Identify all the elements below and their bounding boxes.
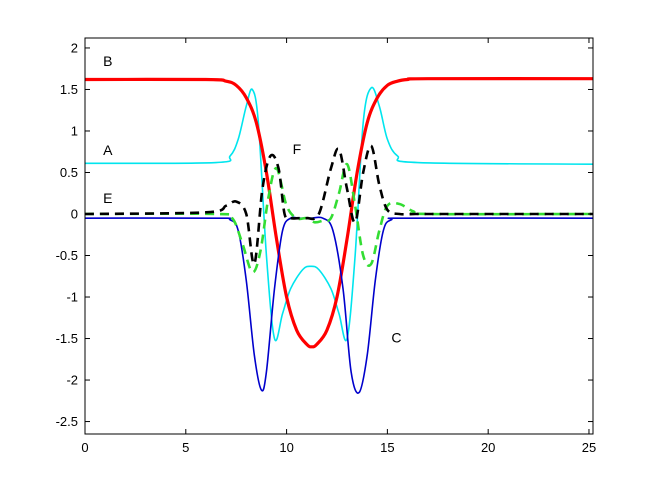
- x-axis: 0 5 10 15 20 25: [81, 38, 596, 455]
- y-tick-label: 1.5: [60, 82, 78, 97]
- series-group: [84, 77, 594, 394]
- y-tick-label: -2: [66, 373, 78, 388]
- y-axis: -2.5 -2 -1.5 -1 -0.5 0 0.5 1 1.5 2: [56, 40, 593, 429]
- y-tick-label: 0.5: [60, 165, 78, 180]
- curve-label-c: C: [391, 330, 401, 346]
- series-line-b: [84, 77, 594, 349]
- series-line-e: [84, 162, 594, 274]
- y-tick-label: -1.5: [56, 331, 78, 346]
- x-tick-label: 15: [380, 440, 394, 455]
- x-tick-label: 0: [81, 440, 88, 455]
- x-tick-label: 20: [481, 440, 495, 455]
- x-tick-label: 10: [279, 440, 293, 455]
- y-tick-label: -2.5: [56, 414, 78, 429]
- y-tick-label: -0.5: [56, 248, 78, 263]
- series-line-a: [84, 86, 594, 342]
- x-tick-label: 25: [582, 440, 596, 455]
- y-tick-label: -1: [66, 290, 78, 305]
- curve-label-e: E: [103, 190, 112, 206]
- series-line-f: [84, 144, 593, 266]
- plot-frame: [84, 37, 594, 435]
- curve-label-f: F: [293, 141, 302, 157]
- curve-label-a: A: [103, 142, 113, 158]
- x-tick-label: 5: [182, 440, 189, 455]
- curve-labels: B A E F C: [103, 53, 401, 345]
- y-tick-label: 1: [71, 123, 78, 138]
- y-tick-label: 0: [71, 207, 78, 222]
- y-tick-label: 2: [71, 40, 78, 55]
- curve-label-b: B: [103, 53, 112, 69]
